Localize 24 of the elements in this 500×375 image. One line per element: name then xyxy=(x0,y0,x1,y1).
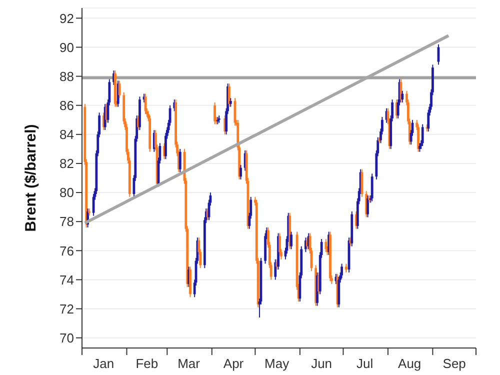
y-tick-label: 86 xyxy=(60,98,74,113)
x-tick-label: Feb xyxy=(136,356,158,371)
x-tick-label: May xyxy=(264,356,290,371)
x-tick-label: Apr xyxy=(223,356,244,371)
x-tick-label: Jan xyxy=(93,356,114,371)
y-tick-label: 72 xyxy=(60,301,74,316)
y-tick-label: 84 xyxy=(60,127,74,142)
y-tick-label: 76 xyxy=(60,243,74,258)
x-tick-label: Jun xyxy=(311,356,332,371)
y-tick-label: 78 xyxy=(60,214,74,230)
x-tick-label: Mar xyxy=(178,356,201,371)
y-tick-label: 88 xyxy=(60,68,74,84)
y-tick-label: 74 xyxy=(60,272,74,288)
candlestick xyxy=(421,124,424,147)
x-tick-label: Aug xyxy=(398,356,422,371)
y-tick-label: 70 xyxy=(60,330,74,346)
y-tick-label: 82 xyxy=(60,156,74,172)
candlestick xyxy=(370,173,374,202)
y-tick-label: 92 xyxy=(60,10,74,26)
y-tick-label: 80 xyxy=(60,185,74,200)
y-tick-label: 90 xyxy=(60,40,74,55)
y-axis-title: Brent ($/barrel) xyxy=(22,124,40,232)
x-tick-label: Sep xyxy=(442,356,466,371)
x-tick-label: Jul xyxy=(356,356,374,371)
